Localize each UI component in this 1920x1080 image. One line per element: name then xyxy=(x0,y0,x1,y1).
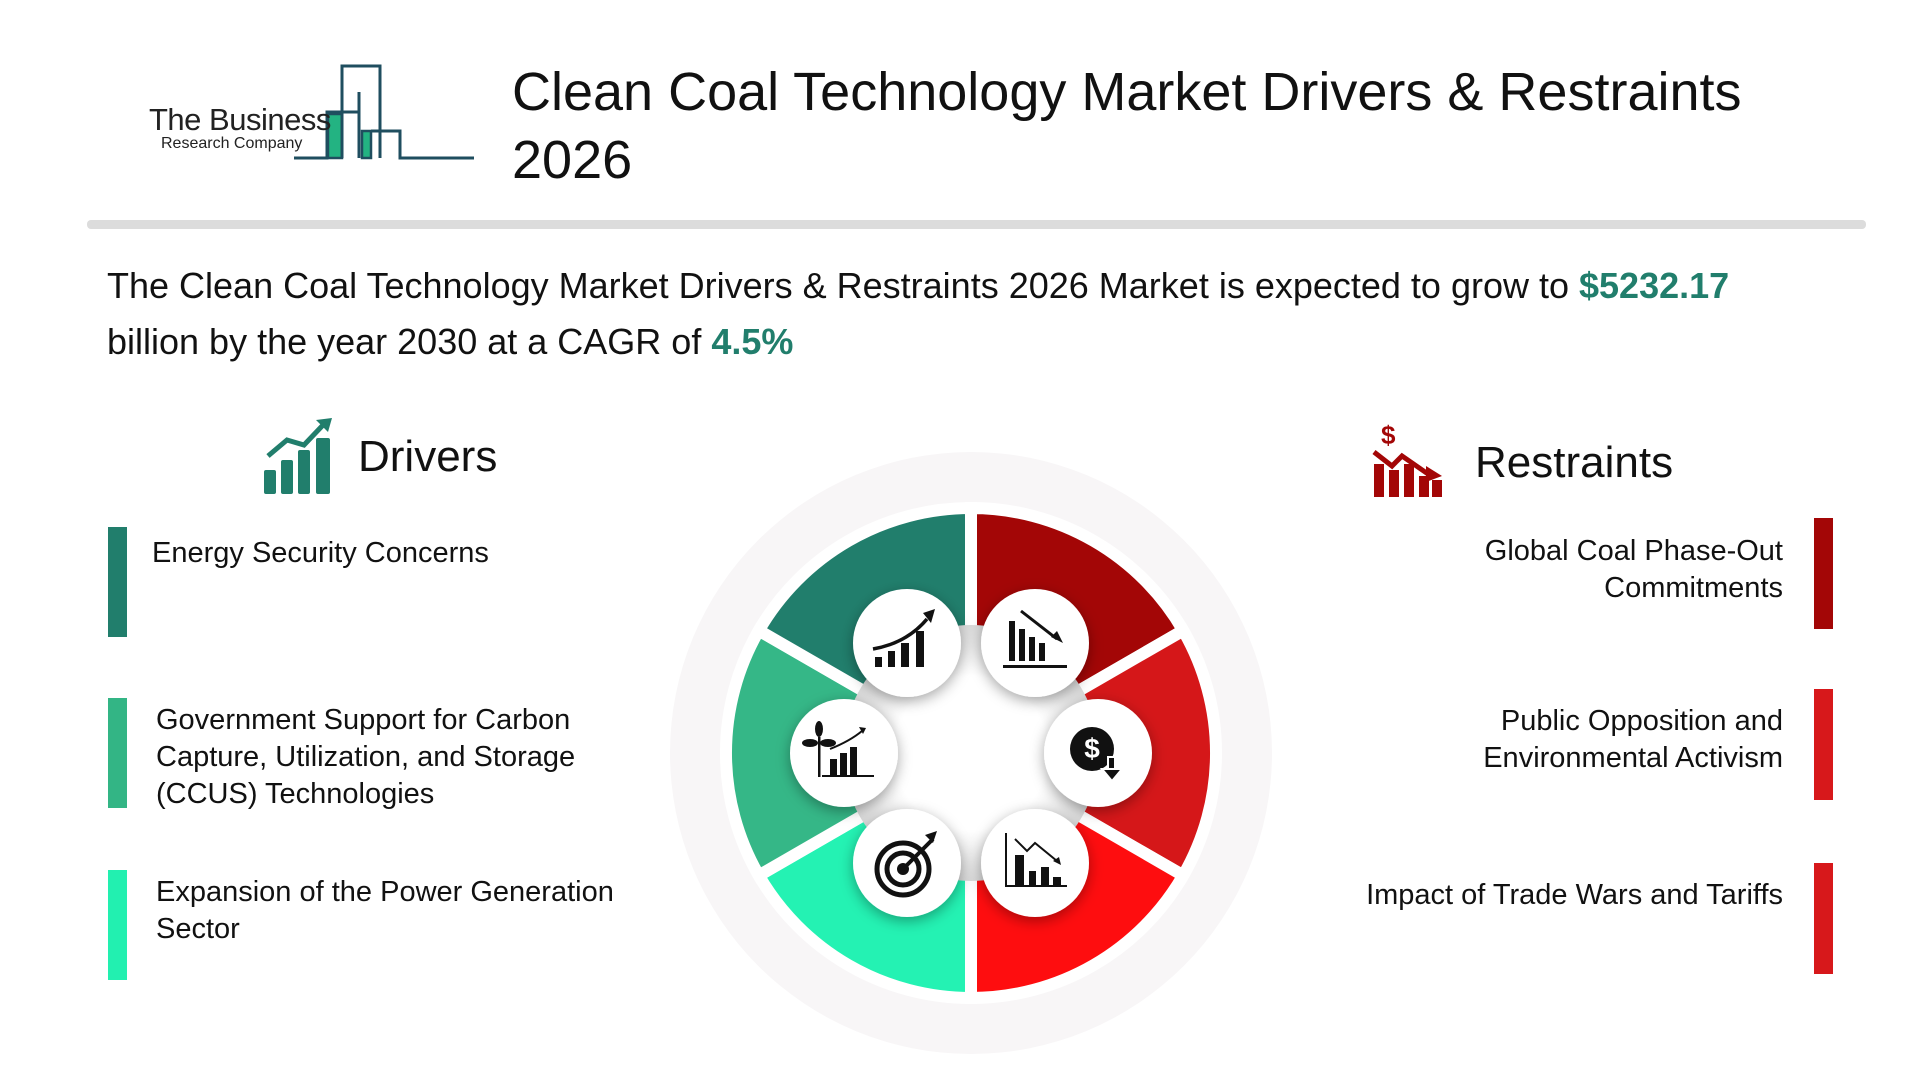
svg-text:$: $ xyxy=(1381,420,1396,450)
logo-name: The Business xyxy=(149,102,331,137)
declining-bar-chart-icon xyxy=(1003,609,1067,668)
summary-text-1: The Clean Coal Technology Market Drivers… xyxy=(107,265,1580,306)
summary-text-2: billion by the year 2030 at a CAGR of xyxy=(107,321,712,362)
company-logo: The Business Research Company xyxy=(149,62,474,164)
drivers-title: Drivers xyxy=(358,432,498,481)
target-arrow-icon xyxy=(874,831,937,898)
restraint-item-3: Impact of Trade Wars and Tariffs xyxy=(1366,879,1783,911)
driver-item-1: Energy Security Concerns xyxy=(152,537,489,569)
cagr-value: 4.5% xyxy=(711,321,794,362)
driver-1-bar xyxy=(108,527,127,637)
rising-bar-chart-icon xyxy=(872,609,935,667)
dollar-decline-chart-icon: $ xyxy=(1372,420,1442,497)
restraints-title: Restraints xyxy=(1475,438,1674,487)
driver-item-2: Government Support for Carbon Capture, U… xyxy=(156,704,576,810)
drivers-restraints-wheel: $ xyxy=(670,452,1272,1054)
header-divider xyxy=(87,220,1866,229)
restraint-item-1: Global Coal Phase-Out Commitments xyxy=(1484,535,1783,604)
falling-chart-icon xyxy=(1005,833,1067,887)
dollar-down-icon: $ xyxy=(1070,727,1125,783)
plant-growth-chart-icon xyxy=(802,721,874,777)
restraint-2-bar xyxy=(1814,689,1833,800)
restraint-item-2: Public Opposition and Environmental Acti… xyxy=(1483,705,1783,774)
restraint-3-bar xyxy=(1814,863,1833,974)
restraint-1-bar xyxy=(1814,518,1833,629)
market-summary: The Clean Coal Technology Market Drivers… xyxy=(107,258,1827,370)
logo-buildings-icon xyxy=(294,64,474,160)
svg-text:$: $ xyxy=(1084,733,1100,764)
page-title: Clean Coal Technology Market Drivers & R… xyxy=(512,62,1742,190)
driver-2-bar xyxy=(108,698,127,808)
growth-chart-icon xyxy=(264,418,332,494)
driver-3-bar xyxy=(108,870,127,980)
market-value: $5232.17 xyxy=(1579,265,1730,306)
logo-subtitle: Research Company xyxy=(161,135,303,152)
driver-item-3: Expansion of the Power Generation Sector xyxy=(156,876,614,945)
